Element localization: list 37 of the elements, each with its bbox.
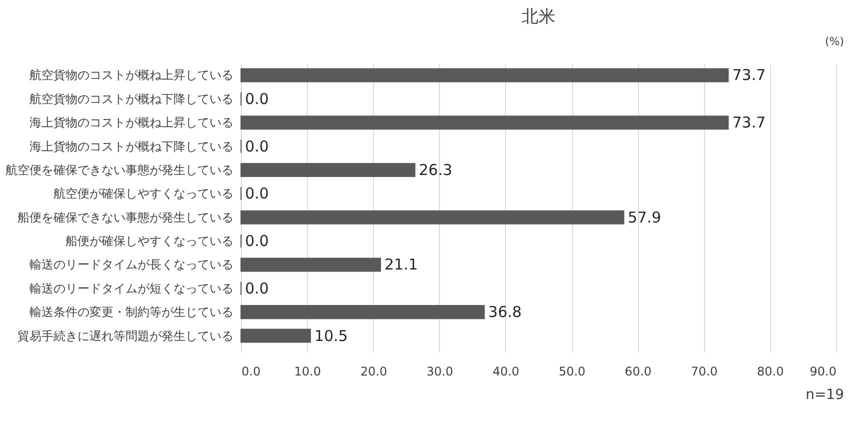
data-label: 57.9 — [628, 208, 662, 226]
data-label: 0.0 — [245, 137, 269, 156]
data-label: 0.0 — [245, 232, 269, 250]
x-tick-label: 0.0 — [242, 364, 261, 378]
text: n=19 — [806, 387, 844, 403]
x-tick-label: 40.0 — [492, 364, 520, 378]
y-tick-label: 航空貨物のコストが概ね上昇している — [30, 68, 234, 82]
y-tick-label: 輸送条件の変更・制約等が生じている — [30, 305, 234, 320]
x-tick-label: 90.0 — [810, 364, 836, 378]
y-tick-label: 航空貨物のコストが概ね下降している — [30, 92, 234, 106]
data-label: 10.5 — [314, 326, 348, 345]
x-tick-label: 30.0 — [426, 364, 454, 378]
y-tick-label: 海上貨物のコストが概ね上昇している — [30, 116, 234, 130]
y-tick-label: 貿易手続きに遅れ等問題が発生している — [18, 328, 234, 343]
y-tick-label: 航空便を確保できない事態が発生している — [6, 162, 234, 177]
data-label: 36.8 — [488, 303, 522, 322]
y-tick-label: 船便を確保できない事態が発生している — [18, 210, 234, 224]
y-tick-label: 輸送のリードタイムが長くなっている — [30, 258, 234, 272]
x-tick-label: 50.0 — [558, 364, 586, 378]
data-label: 73.7 — [732, 114, 766, 132]
y-tick-label: 船便が確保しやすくなっている — [66, 234, 234, 248]
data-label: 0.0 — [245, 279, 269, 298]
data-label: 73.7 — [732, 66, 766, 84]
x-tick-label: 60.0 — [624, 364, 652, 378]
chart-title: 北米 — [522, 7, 556, 27]
data-label: 0.0 — [245, 90, 269, 108]
x-tick-label: 70.0 — [690, 364, 718, 378]
x-tick-label: 80.0 — [757, 364, 784, 378]
data-label: 0.0 — [245, 184, 269, 203]
y-tick-label: 航空便が確保しやすくなっている — [54, 186, 234, 201]
x-tick-label: 10.0 — [294, 364, 321, 378]
x-tick-label: 20.0 — [360, 364, 388, 378]
text: (%) — [824, 35, 844, 48]
data-label: 21.1 — [384, 256, 418, 274]
y-tick-label: 海上貨物のコストが概ね下降している — [30, 139, 234, 154]
y-tick-label: 輸送のリードタイムが短くなっている — [30, 281, 234, 296]
data-label: 26.3 — [418, 160, 452, 179]
